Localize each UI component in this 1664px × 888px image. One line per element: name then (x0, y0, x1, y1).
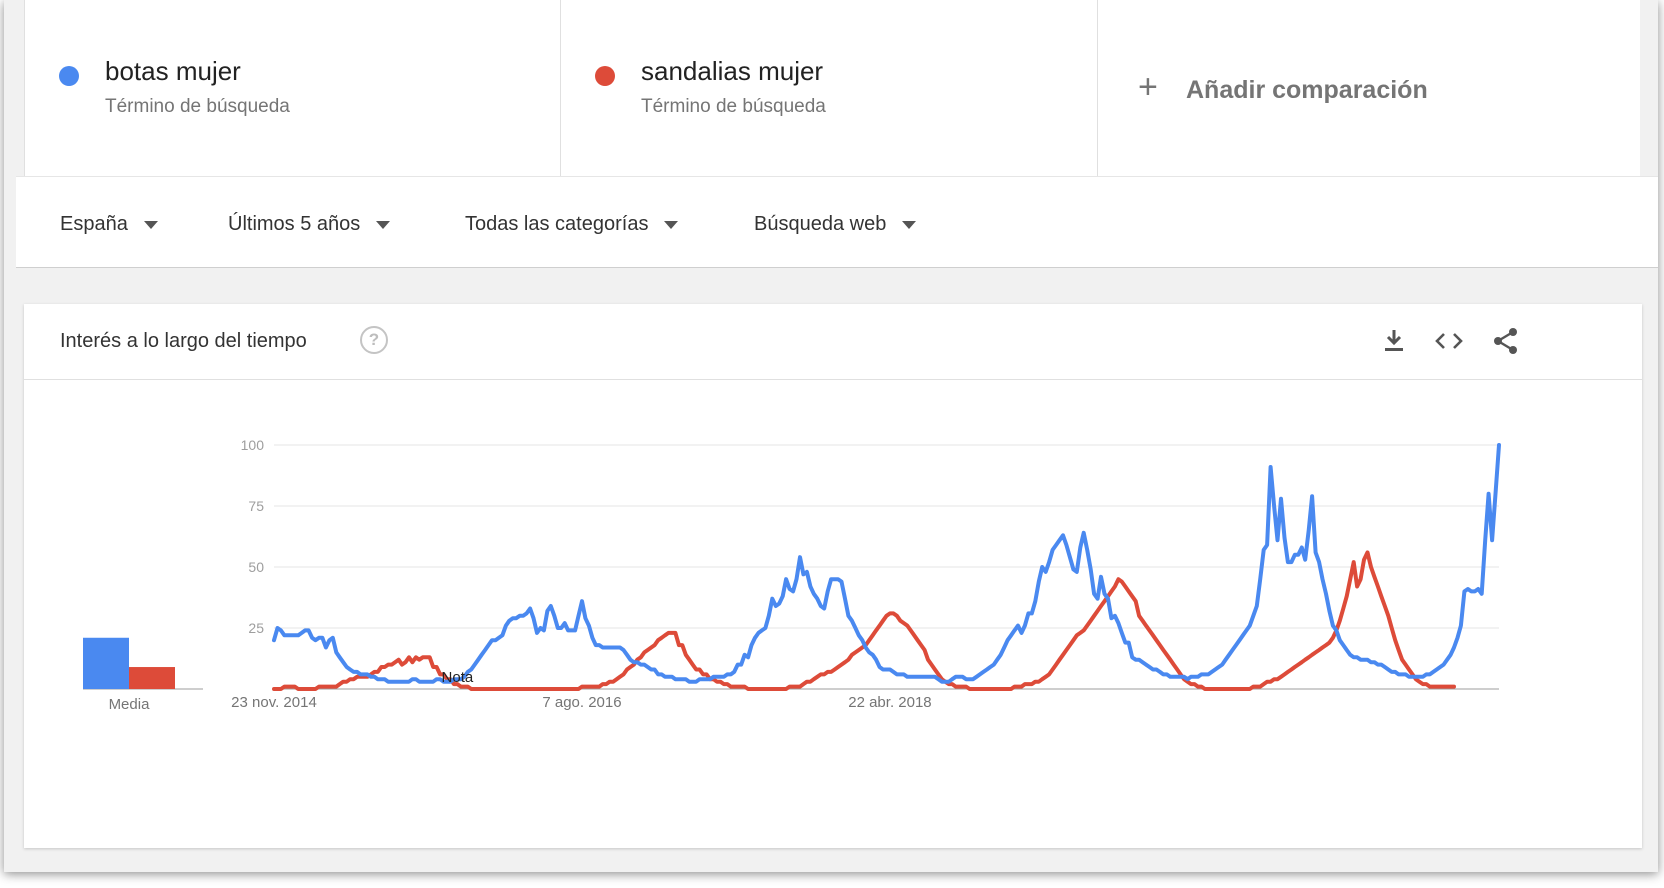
interest-chart: 100 75 50 25 23 nov. 2014 7 ago. 2016 22 abr. … (83, 437, 1501, 713)
term-name[interactable]: sandalias mujer (641, 56, 824, 86)
chevron-down-icon (143, 220, 158, 229)
y-tick-label: 75 (248, 498, 264, 514)
period-value: Últimos 5 años (228, 213, 361, 235)
chevron-down-icon (376, 220, 391, 229)
share-icon[interactable] (1491, 326, 1521, 356)
chevron-down-icon (664, 220, 679, 229)
comparison-terms-bar: botas mujer Término de búsqueda sandalia… (24, 0, 1640, 176)
download-icon[interactable] (1379, 326, 1409, 356)
series-color-dot (595, 66, 615, 86)
x-tick-label: 7 ago. 2016 (542, 694, 621, 711)
trends-window: botas mujer Término de búsqueda sandalia… (4, 0, 1658, 872)
term-type-label: Término de búsqueda (641, 96, 826, 117)
y-tick-label: 50 (248, 559, 264, 575)
y-tick-label: 25 (248, 620, 264, 636)
add-comparison-button[interactable]: + Añadir comparación (1098, 0, 1640, 176)
region-value: España (60, 213, 128, 235)
term-name[interactable]: botas mujer (105, 56, 241, 86)
y-tick-label: 100 (241, 437, 265, 453)
chevron-down-icon (902, 220, 917, 229)
category-value: Todas las categorías (465, 213, 649, 235)
add-comparison-label: Añadir comparación (1186, 76, 1428, 104)
plus-icon: + (1138, 68, 1158, 106)
average-bar (129, 667, 175, 689)
term-card-botas[interactable]: botas mujer Término de búsqueda (24, 0, 561, 176)
search-type-dropdown[interactable]: Búsqueda web (754, 213, 917, 236)
filter-bar: España Últimos 5 años Todas las categorí… (16, 176, 1658, 268)
average-bar (83, 637, 129, 689)
average-label: Media (109, 696, 151, 713)
period-dropdown[interactable]: Últimos 5 años (228, 213, 391, 236)
card-title: Interés a lo largo del tiempo (60, 330, 307, 352)
region-dropdown[interactable]: España (60, 213, 158, 236)
category-dropdown[interactable]: Todas las categorías (465, 213, 679, 236)
interest-over-time-card: Interés a lo largo del tiempo ? 100 75 50 2… (24, 304, 1642, 848)
x-tick-label: 23 nov. 2014 (231, 694, 317, 711)
annotation-label: Nota (442, 669, 474, 686)
series-color-dot (59, 66, 79, 86)
term-card-sandalias[interactable]: sandalias mujer Término de búsqueda (561, 0, 1098, 176)
term-type-label: Término de búsqueda (105, 96, 290, 117)
x-tick-label: 22 abr. 2018 (848, 694, 931, 711)
search-type-value: Búsqueda web (754, 213, 887, 235)
series-line (272, 443, 1501, 684)
card-header: Interés a lo largo del tiempo ? (24, 304, 1642, 380)
help-icon[interactable]: ? (360, 326, 388, 354)
embed-icon[interactable] (1434, 326, 1464, 356)
